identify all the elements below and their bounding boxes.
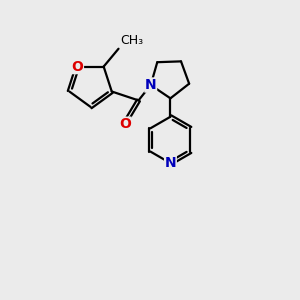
Text: O: O [71, 60, 83, 74]
Text: N: N [145, 78, 157, 92]
Text: N: N [165, 156, 176, 170]
Text: CH₃: CH₃ [120, 34, 143, 47]
Text: O: O [119, 117, 131, 131]
